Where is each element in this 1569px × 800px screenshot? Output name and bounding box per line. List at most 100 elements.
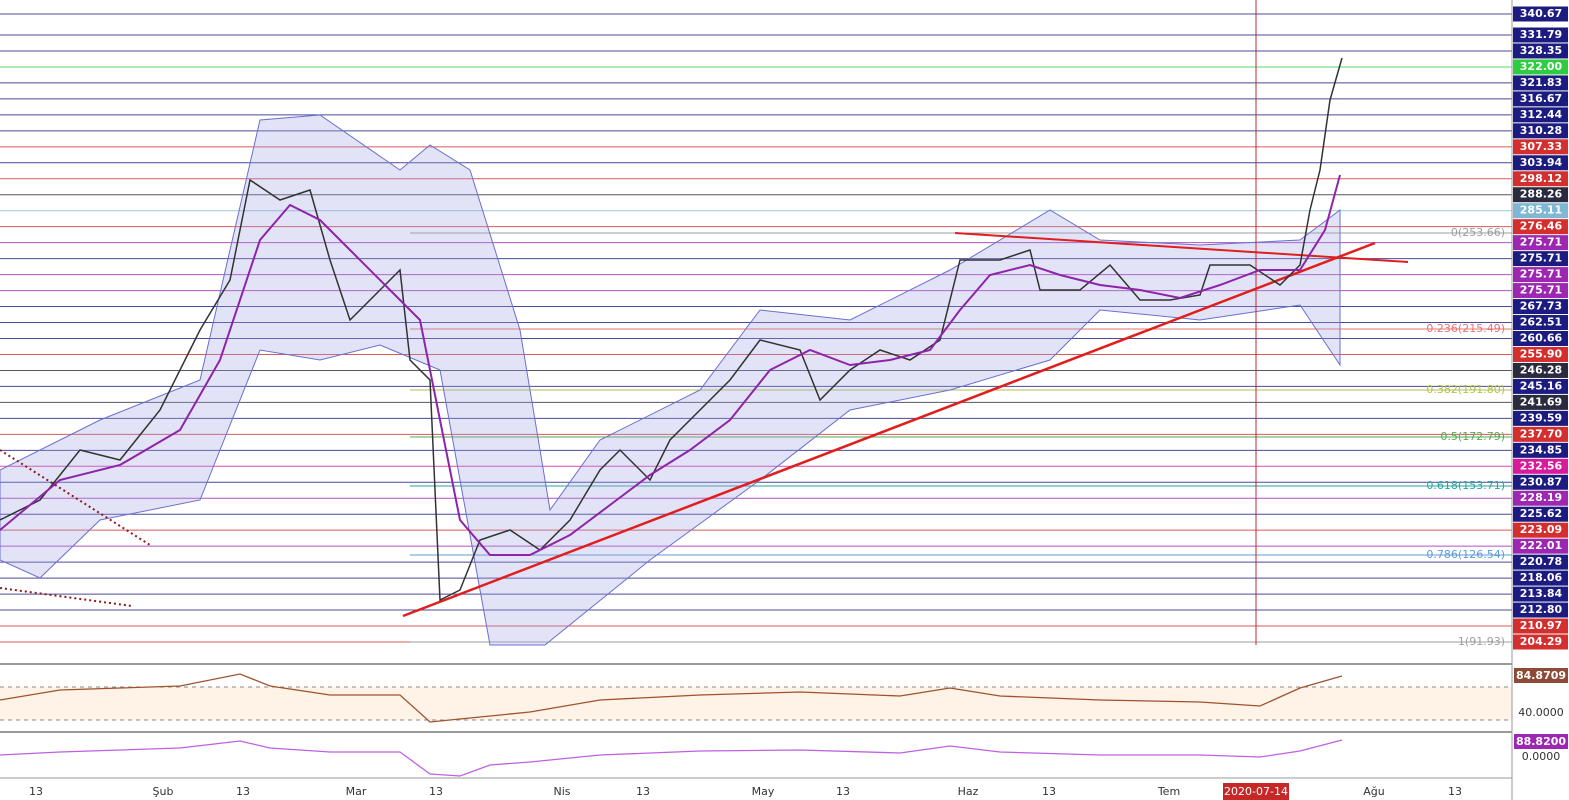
fib-label: 0.382(191.80) [1426,383,1505,396]
price-label: 230.87 [1520,475,1562,488]
price-label-box [1513,458,1568,474]
price-label-box [1513,139,1568,155]
price-label-box [1513,187,1568,203]
momentum-level: 0.0000 [1522,750,1561,763]
price-label: 312.44 [1520,108,1563,121]
price-label: 275.71 [1520,236,1562,249]
price-label-box [1513,107,1568,123]
date-box [1223,783,1289,800]
price-label: 276.46 [1520,220,1563,233]
price-label-box [1513,203,1568,219]
time-label: 2020-07-14 [1224,785,1288,798]
price-label-box [1513,283,1568,299]
time-label: Nis [553,785,570,798]
price-label-box [1513,75,1568,91]
price-label: 222.01 [1520,539,1562,552]
fib-label: 0.618(153.71) [1426,479,1505,492]
price-label: 212.80 [1520,603,1563,616]
time-label: Tem [1157,785,1180,798]
price-label-box [1513,570,1568,586]
price-label: 285.11 [1520,204,1562,217]
price-label: 239.59 [1520,411,1562,424]
price-label: 225.62 [1520,507,1562,520]
price-label-box [1513,27,1568,43]
price-label: 204.29 [1520,635,1562,648]
price-label: 218.06 [1520,571,1563,584]
price-label-box [1513,59,1568,75]
time-label: 13 [29,785,43,798]
price-label: 310.28 [1520,124,1562,137]
price-label: 220.78 [1520,555,1562,568]
time-label: 13 [1042,785,1056,798]
rsi-value: 84.8709 [1516,669,1566,682]
price-label-box [1513,331,1568,346]
time-label: Mar [346,785,367,798]
momentum-line [0,739,1343,777]
price-label: 307.33 [1520,140,1562,153]
price-label: 223.09 [1520,523,1562,536]
time-label: Şub [153,785,174,798]
price-label: 316.67 [1520,92,1562,105]
fib-label: 1(91.93) [1458,635,1505,648]
rsi-level: 40.0000 [1518,706,1564,719]
fib-label: 0.236(215.49) [1426,322,1505,335]
price-label-box [1513,91,1568,107]
price-label: 288.26 [1520,188,1563,201]
price-label: 237.70 [1520,427,1563,440]
time-label: 13 [836,785,850,798]
price-label-box [1513,586,1568,602]
price-label-box [1513,6,1568,22]
price-label-box [1513,394,1568,410]
time-label: Haz [958,785,979,798]
price-label-box [1513,474,1568,490]
time-label: Ağu [1363,785,1384,798]
price-label: 210.97 [1520,619,1562,632]
price-label-box [1513,442,1568,458]
price-label-box [1513,490,1568,506]
price-label: 331.79 [1520,28,1562,41]
dotted-line [0,587,133,607]
price-label-box [1513,315,1568,331]
price-label: 275.71 [1520,268,1562,281]
rsi-line [0,673,1343,723]
price-label-box [1513,123,1568,139]
price-label-box [1513,634,1568,650]
price-label: 321.83 [1520,76,1562,89]
time-label: 13 [636,785,650,798]
price-label: 262.51 [1520,316,1562,329]
price-label: 340.67 [1520,7,1562,20]
time-label: 13 [1448,785,1462,798]
price-label: 298.12 [1520,172,1562,185]
price-label-box [1513,522,1568,538]
price-label: 255.90 [1520,347,1563,360]
price-label-box [1513,251,1568,267]
fib-label: 0(253.66) [1451,226,1505,239]
price-label-box [1513,235,1568,251]
price-label-box [1513,554,1568,570]
momentum-value-box [1514,734,1568,749]
fib-label: 0.786(126.54) [1426,548,1505,561]
price-label: 228.19 [1520,491,1562,504]
indicator-labels: 84.8709 40.0000 88.8200 0.0000 [1514,668,1568,763]
bollinger-band [0,114,1341,646]
price-label: 232.56 [1520,459,1563,472]
price-label: 328.35 [1520,44,1562,57]
price-label-box [1513,299,1568,315]
price-label-box [1513,538,1568,554]
price-label-box [1513,346,1568,362]
price-label-box [1513,43,1568,59]
price-label-box [1513,410,1568,426]
price-label-box [1513,362,1568,378]
price-label: 245.16 [1520,379,1563,392]
price-label-box [1513,267,1568,283]
price-label-box [1513,155,1568,171]
price-label: 234.85 [1520,443,1562,456]
price-label: 241.69 [1520,395,1562,408]
price-label: 213.84 [1520,587,1563,600]
moving-average [0,174,1341,556]
price-line [0,57,1343,602]
price-label: 275.71 [1520,252,1562,265]
price-label: 246.28 [1520,363,1562,376]
